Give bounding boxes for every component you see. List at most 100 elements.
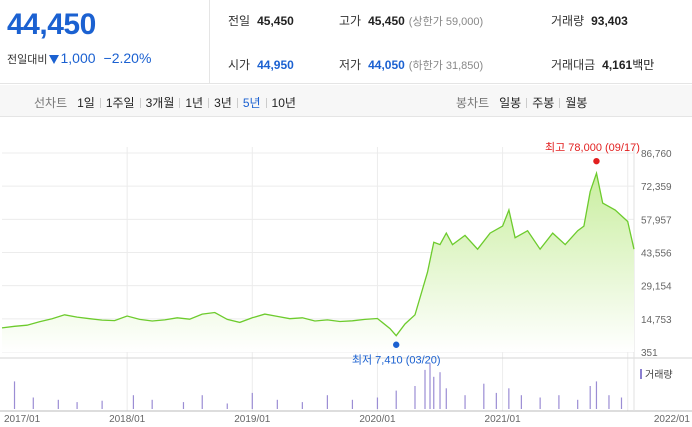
volume-bar: [182, 402, 185, 409]
x-tick-label: 2017/01: [4, 414, 41, 425]
volume-bar: [483, 383, 485, 409]
open-value: 44,950: [257, 58, 294, 72]
min-annotation: 최저 7,410 (03/20): [352, 354, 441, 367]
volume-bar: [429, 363, 431, 409]
volume-bar: [520, 395, 522, 409]
volume-bar: [439, 372, 441, 409]
trade-value-label: 거래대금: [551, 58, 596, 72]
chart-marks: 최고 78,000 (09/17) 최저 7,410 (03/20): [352, 141, 640, 367]
y-tick-label: 43,556: [641, 249, 672, 260]
chart-grid: [0, 147, 692, 412]
candle-chart-group: 봉차트 일봉 주봉 월봉: [456, 94, 587, 111]
trade-value-value: 4,161: [602, 58, 633, 72]
line-chart-label: 선차트: [34, 96, 68, 110]
volume-bar: [539, 397, 541, 409]
period-3m[interactable]: 3개월: [145, 96, 175, 110]
price-line: [1, 170, 635, 337]
divider: [265, 98, 267, 108]
prev-close-value: 45,450: [257, 14, 294, 28]
divider: [139, 98, 141, 108]
period-5y[interactable]: 5년: [242, 96, 261, 110]
volume-bar: [424, 369, 426, 409]
x-tick-label: 2022/01: [654, 414, 691, 425]
volume-bars: 거래량: [13, 363, 673, 409]
y-tick-label: 86,760: [641, 149, 672, 160]
candle-daily[interactable]: 일봉: [499, 96, 522, 110]
divider: [208, 98, 210, 108]
change-amount: 1,000: [60, 50, 96, 66]
change-label: 전일대비: [7, 54, 48, 66]
period-1d[interactable]: 1일: [77, 96, 95, 110]
upper-limit: (상한가 59,000): [408, 16, 484, 28]
open: 시가 44,950: [228, 56, 294, 73]
period-3y[interactable]: 3년: [214, 96, 232, 110]
y-tick-label: 29,154: [641, 282, 672, 293]
min-marker: [393, 341, 400, 348]
volume-bar: [595, 381, 598, 409]
volume-bar: [508, 388, 510, 409]
prev-close-label: 전일: [228, 14, 251, 28]
price-chart: 최고 78,000 (09/17) 최저 7,410 (03/20) 86,760…: [0, 141, 692, 425]
divider: [99, 98, 101, 108]
chart-toolbar: 선차트 1일 1주일 3개월 1년 3년 5년 10년 봉차트 일봉 주봉 월봉: [0, 85, 692, 117]
volume-bar: [151, 399, 153, 409]
candle-weekly[interactable]: 주봉: [532, 96, 555, 110]
volume-bar: [226, 403, 228, 409]
volume-bar: [433, 376, 435, 409]
volume-bar: [414, 386, 416, 409]
volume-bar: [577, 399, 579, 409]
high-value: 45,450: [368, 14, 405, 28]
volume-bar: [445, 388, 447, 409]
line-chart-group: 선차트 1일 1주일 3개월 1년 3년 5년 10년: [34, 94, 296, 111]
volume-bar: [57, 399, 59, 409]
x-tick-label: 2019/01: [234, 414, 271, 425]
trade-value: 거래대금 4,161백만: [551, 56, 654, 73]
volume-bar: [351, 399, 354, 409]
candle-chart-label: 봉차트: [456, 96, 490, 110]
volume-bar: [13, 381, 16, 409]
volume-bar: [326, 395, 328, 409]
y-axis-labels: 86,760 72,359 57,957 43,556 29,154 14,753 351: [641, 149, 672, 359]
day-low: 저가 44,050 (하한가 31,850): [339, 56, 483, 73]
low-value: 44,050: [368, 58, 405, 72]
day-high: 고가 45,450 (상한가 59,000): [339, 12, 483, 29]
low-label: 저가: [339, 58, 362, 72]
x-axis-labels: 2017/01 2018/01 2019/01 2020/01 2021/01 2022/…: [4, 414, 690, 425]
max-annotation: 최고 78,000 (09/17): [545, 141, 640, 154]
volume: 거래량 93,403: [551, 12, 628, 29]
divider: [559, 98, 561, 108]
volume-label: 거래량: [551, 14, 585, 28]
trade-value-unit: 백만: [632, 58, 655, 72]
period-1w[interactable]: 1주일: [105, 96, 135, 110]
volume-bar: [376, 397, 379, 409]
x-tick-label: 2020/01: [359, 414, 396, 425]
current-price: 44,450: [7, 8, 96, 41]
high-label: 고가: [339, 14, 362, 28]
open-label: 시가: [228, 58, 251, 72]
price-area: [1, 170, 635, 352]
price-change: 전일대비 1,000 −2.20%: [7, 50, 151, 67]
candle-monthly[interactable]: 월봉: [565, 96, 588, 110]
volume-legend-label: 거래량: [645, 369, 673, 381]
price-box: 44,450 전일대비 1,000 −2.20%: [0, 0, 210, 84]
divider: [526, 98, 528, 108]
y-tick-label: 14,753: [641, 315, 672, 326]
down-arrow-icon: [49, 55, 60, 64]
divider: [179, 98, 181, 108]
y-tick-label: 351: [641, 348, 658, 359]
change-percent: −2.20%: [103, 50, 152, 66]
x-tick-label: 2021/01: [485, 414, 522, 425]
max-marker: [593, 157, 600, 165]
lower-limit: (하한가 31,850): [408, 60, 484, 72]
volume-bar: [301, 402, 303, 409]
volume-legend-swatch: [640, 369, 642, 379]
volume-bar: [251, 392, 253, 409]
prev-close: 전일 45,450: [228, 12, 294, 29]
period-1y[interactable]: 1년: [185, 96, 204, 110]
volume-bar: [620, 397, 623, 409]
period-10y[interactable]: 10년: [271, 96, 296, 110]
volume-bar: [495, 392, 497, 409]
y-tick-label: 57,957: [641, 215, 672, 226]
volume-bar: [558, 395, 560, 409]
volume-bar: [276, 399, 278, 409]
